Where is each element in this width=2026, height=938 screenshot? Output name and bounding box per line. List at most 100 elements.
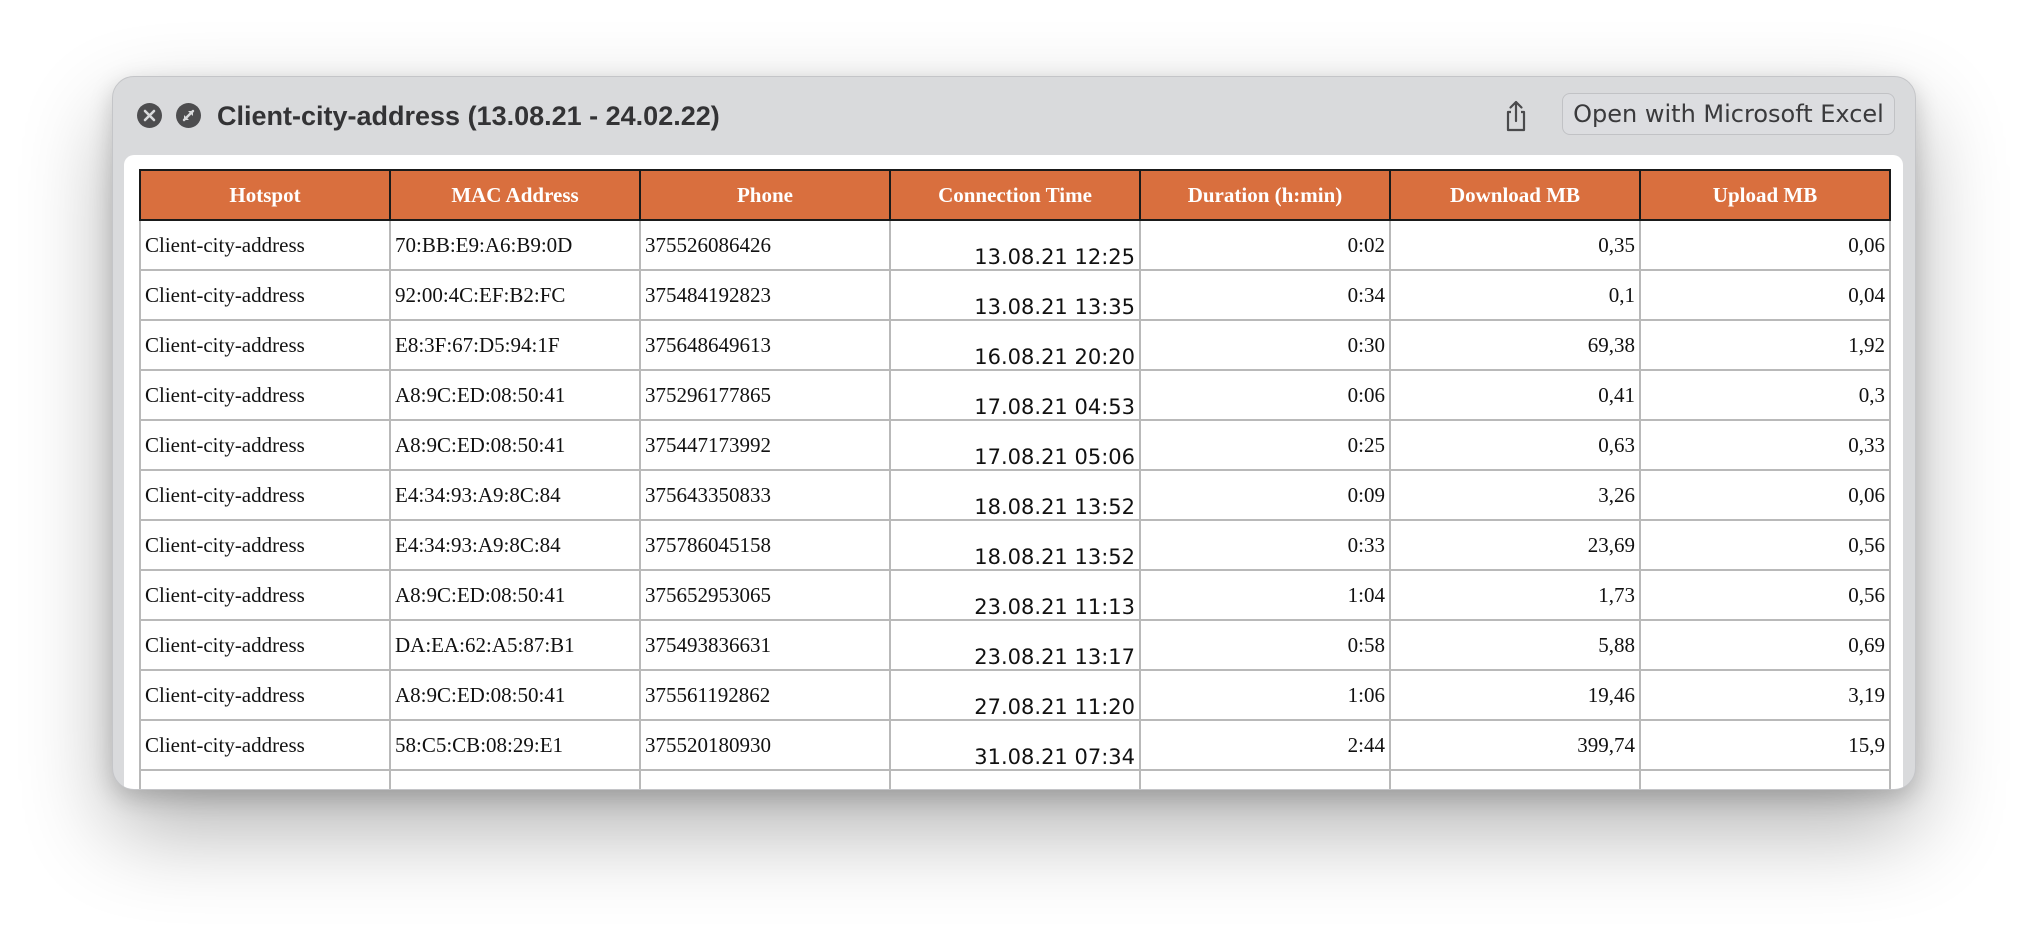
cell-download-mb: [1389, 769, 1641, 789]
cell-connection-time: 17.08.21 05:06: [889, 419, 1141, 471]
fullscreen-icon[interactable]: [176, 103, 201, 128]
table-row: [139, 769, 1891, 789]
cell-hotspot: Client-city-address: [139, 269, 391, 321]
cell-hotspot: Client-city-address: [139, 319, 391, 371]
cell-upload-mb: 0,06: [1639, 469, 1891, 521]
cell-download-mb: 0,35: [1389, 219, 1641, 271]
cell-hotspot: Client-city-address: [139, 669, 391, 721]
cell-phone: 375520180930: [639, 719, 891, 771]
cell-phone: 375493836631: [639, 619, 891, 671]
cell-connection-time: 23.08.21 13:17: [889, 619, 1141, 671]
cell-upload-mb: 0,56: [1639, 519, 1891, 571]
cell-duration: 0:33: [1139, 519, 1391, 571]
cell-duration: 0:58: [1139, 619, 1391, 671]
cell-phone: 375786045158: [639, 519, 891, 571]
table-row: Client-city-address A8:9C:ED:08:50:41 37…: [139, 569, 1891, 621]
cell-mac-address: 70:BB:E9:A6:B9:0D: [389, 219, 641, 271]
table-row: Client-city-address A8:9C:ED:08:50:41 37…: [139, 669, 1891, 721]
quicklook-window: Client-city-address (13.08.21 - 24.02.22…: [112, 76, 1916, 790]
cell-connection-time: 13.08.21 13:35: [889, 269, 1141, 321]
table-row: Client-city-address 92:00:4C:EF:B2:FC 37…: [139, 269, 1891, 321]
column-header-mac-address: MAC Address: [389, 169, 641, 221]
column-header-phone: Phone: [639, 169, 891, 221]
window-title: Client-city-address (13.08.21 - 24.02.22…: [217, 101, 720, 131]
cell-upload-mb: 0,33: [1639, 419, 1891, 471]
cell-mac-address: DA:EA:62:A5:87:B1: [389, 619, 641, 671]
table-row: Client-city-address A8:9C:ED:08:50:41 37…: [139, 419, 1891, 471]
spreadsheet-preview[interactable]: Hotspot MAC Address Phone Connection Tim…: [124, 155, 1903, 789]
cell-download-mb: 0,1: [1389, 269, 1641, 321]
cell-phone: 375484192823: [639, 269, 891, 321]
cell-mac-address: A8:9C:ED:08:50:41: [389, 419, 641, 471]
data-table: Hotspot MAC Address Phone Connection Tim…: [139, 169, 1891, 789]
cell-connection-time: 23.08.21 11:13: [889, 569, 1141, 621]
cell-hotspot: Client-city-address: [139, 219, 391, 271]
cell-download-mb: 69,38: [1389, 319, 1641, 371]
cell-download-mb: 0,41: [1389, 369, 1641, 421]
cell-hotspot: Client-city-address: [139, 369, 391, 421]
table-row: Client-city-address 70:BB:E9:A6:B9:0D 37…: [139, 219, 1891, 271]
table-row: Client-city-address 58:C5:CB:08:29:E1 37…: [139, 719, 1891, 771]
cell-mac-address: [389, 769, 641, 789]
table-row: Client-city-address E8:3F:67:D5:94:1F 37…: [139, 319, 1891, 371]
cell-mac-address: 92:00:4C:EF:B2:FC: [389, 269, 641, 321]
cell-hotspot: Client-city-address: [139, 469, 391, 521]
cell-connection-time: 18.08.21 13:52: [889, 519, 1141, 571]
column-header-download-mb: Download MB: [1389, 169, 1641, 221]
table-row: Client-city-address A8:9C:ED:08:50:41 37…: [139, 369, 1891, 421]
cell-download-mb: 0,63: [1389, 419, 1641, 471]
cell-duration: 0:09: [1139, 469, 1391, 521]
cell-mac-address: E4:34:93:A9:8C:84: [389, 469, 641, 521]
title-bar: Client-city-address (13.08.21 - 24.02.22…: [113, 77, 1915, 155]
cell-duration: 1:04: [1139, 569, 1391, 621]
cell-upload-mb: 1,92: [1639, 319, 1891, 371]
cell-duration: 0:02: [1139, 219, 1391, 271]
cell-download-mb: 5,88: [1389, 619, 1641, 671]
cell-duration: 0:30: [1139, 319, 1391, 371]
close-icon[interactable]: [137, 103, 162, 128]
cell-hotspot: Client-city-address: [139, 419, 391, 471]
cell-hotspot: Client-city-address: [139, 719, 391, 771]
cell-hotspot: Client-city-address: [139, 519, 391, 571]
cell-connection-time: 31.08.21 07:34: [889, 719, 1141, 771]
cell-upload-mb: 0,06: [1639, 219, 1891, 271]
table-row: Client-city-address E4:34:93:A9:8C:84 37…: [139, 469, 1891, 521]
cell-phone: 375296177865: [639, 369, 891, 421]
share-icon[interactable]: [1497, 97, 1535, 135]
open-with-excel-button[interactable]: Open with Microsoft Excel: [1562, 93, 1895, 135]
cell-upload-mb: 0,04: [1639, 269, 1891, 321]
cell-mac-address: E4:34:93:A9:8C:84: [389, 519, 641, 571]
cell-download-mb: 3,26: [1389, 469, 1641, 521]
cell-duration: 0:34: [1139, 269, 1391, 321]
header-row: Hotspot MAC Address Phone Connection Tim…: [139, 169, 1891, 221]
cell-connection-time: 18.08.21 13:52: [889, 469, 1141, 521]
cell-download-mb: 399,74: [1389, 719, 1641, 771]
cell-connection-time: 16.08.21 20:20: [889, 319, 1141, 371]
cell-phone: 375561192862: [639, 669, 891, 721]
cell-upload-mb: 3,19: [1639, 669, 1891, 721]
cell-upload-mb: 15,9: [1639, 719, 1891, 771]
cell-duration: 1:06: [1139, 669, 1391, 721]
cell-connection-time: 13.08.21 12:25: [889, 219, 1141, 271]
cell-hotspot: Client-city-address: [139, 619, 391, 671]
cell-mac-address: 58:C5:CB:08:29:E1: [389, 719, 641, 771]
cell-phone: 375652953065: [639, 569, 891, 621]
column-header-upload-mb: Upload MB: [1639, 169, 1891, 221]
cell-mac-address: A8:9C:ED:08:50:41: [389, 569, 641, 621]
cell-connection-time: 27.08.21 11:20: [889, 669, 1141, 721]
cell-phone: 375643350833: [639, 469, 891, 521]
column-header-connection-time: Connection Time: [889, 169, 1141, 221]
cell-download-mb: 23,69: [1389, 519, 1641, 571]
cell-mac-address: E8:3F:67:D5:94:1F: [389, 319, 641, 371]
cell-phone: 375447173992: [639, 419, 891, 471]
cell-connection-time: 17.08.21 04:53: [889, 369, 1141, 421]
table-row: Client-city-address E4:34:93:A9:8C:84 37…: [139, 519, 1891, 571]
cell-upload-mb: [1639, 769, 1891, 789]
column-header-duration: Duration (h:min): [1139, 169, 1391, 221]
cell-download-mb: 1,73: [1389, 569, 1641, 621]
column-header-hotspot: Hotspot: [139, 169, 391, 221]
cell-download-mb: 19,46: [1389, 669, 1641, 721]
cell-phone: 375648649613: [639, 319, 891, 371]
table-row: Client-city-address DA:EA:62:A5:87:B1 37…: [139, 619, 1891, 671]
cell-phone: [639, 769, 891, 789]
